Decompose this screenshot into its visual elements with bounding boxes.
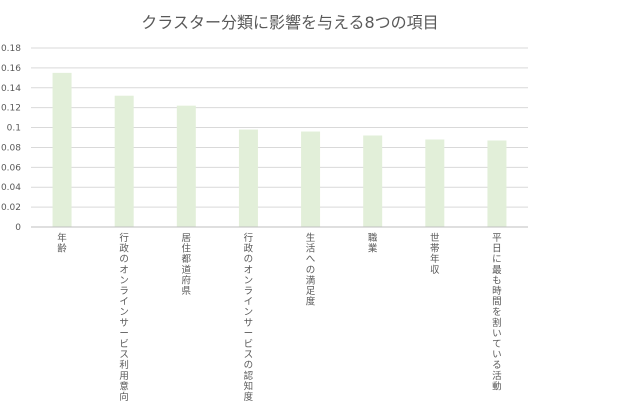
y-tick-label: 0.04 xyxy=(1,183,21,193)
bar xyxy=(301,131,321,227)
bar xyxy=(487,140,507,227)
gridlines xyxy=(31,47,528,208)
x-category-label: 平日に最も時間を割いている活動 xyxy=(492,233,502,392)
bar xyxy=(114,95,134,227)
y-tick-label: 0.18 xyxy=(1,44,21,54)
x-category-label: 生活への満足度 xyxy=(306,232,316,308)
y-tick-label: 0.16 xyxy=(1,64,21,74)
y-tick-label: 0.12 xyxy=(1,104,21,114)
bar xyxy=(176,105,196,227)
y-tick-label: 0.14 xyxy=(1,84,21,94)
x-category-label: 行政のオンラインサービスの認知度 xyxy=(244,232,254,401)
x-category-label: 年齢 xyxy=(57,232,67,255)
x-category-label: 世帯年収 xyxy=(430,232,440,276)
y-tick-label: 0.06 xyxy=(1,163,21,173)
x-axis-category-labels: 年齢 行政のオンラインサービス利用意向 居住都道府県 行政のオンラインサービスの認知度… xyxy=(57,232,502,401)
bar xyxy=(52,72,72,227)
chart-title: クラスター分類に影響を与える8つの項目 xyxy=(141,13,438,32)
x-category-label: 居住都道府県 xyxy=(182,233,192,297)
y-tick-label: 0.1 xyxy=(7,124,21,134)
y-tick-label: 0 xyxy=(15,223,21,233)
y-tick-label: 0.08 xyxy=(1,143,21,153)
y-axis-tick-labels: 0 0.02 0.04 0.06 0.08 0.1 0.12 0.14 0.16 0.18 xyxy=(1,44,21,233)
bar xyxy=(363,135,383,227)
bar xyxy=(238,129,258,227)
x-category-label: 職業 xyxy=(368,233,378,255)
bars xyxy=(52,72,507,227)
y-tick-label: 0.02 xyxy=(1,203,21,213)
bar xyxy=(425,139,445,227)
x-category-label: 行政のオンラインサービス利用意向 xyxy=(119,232,129,401)
